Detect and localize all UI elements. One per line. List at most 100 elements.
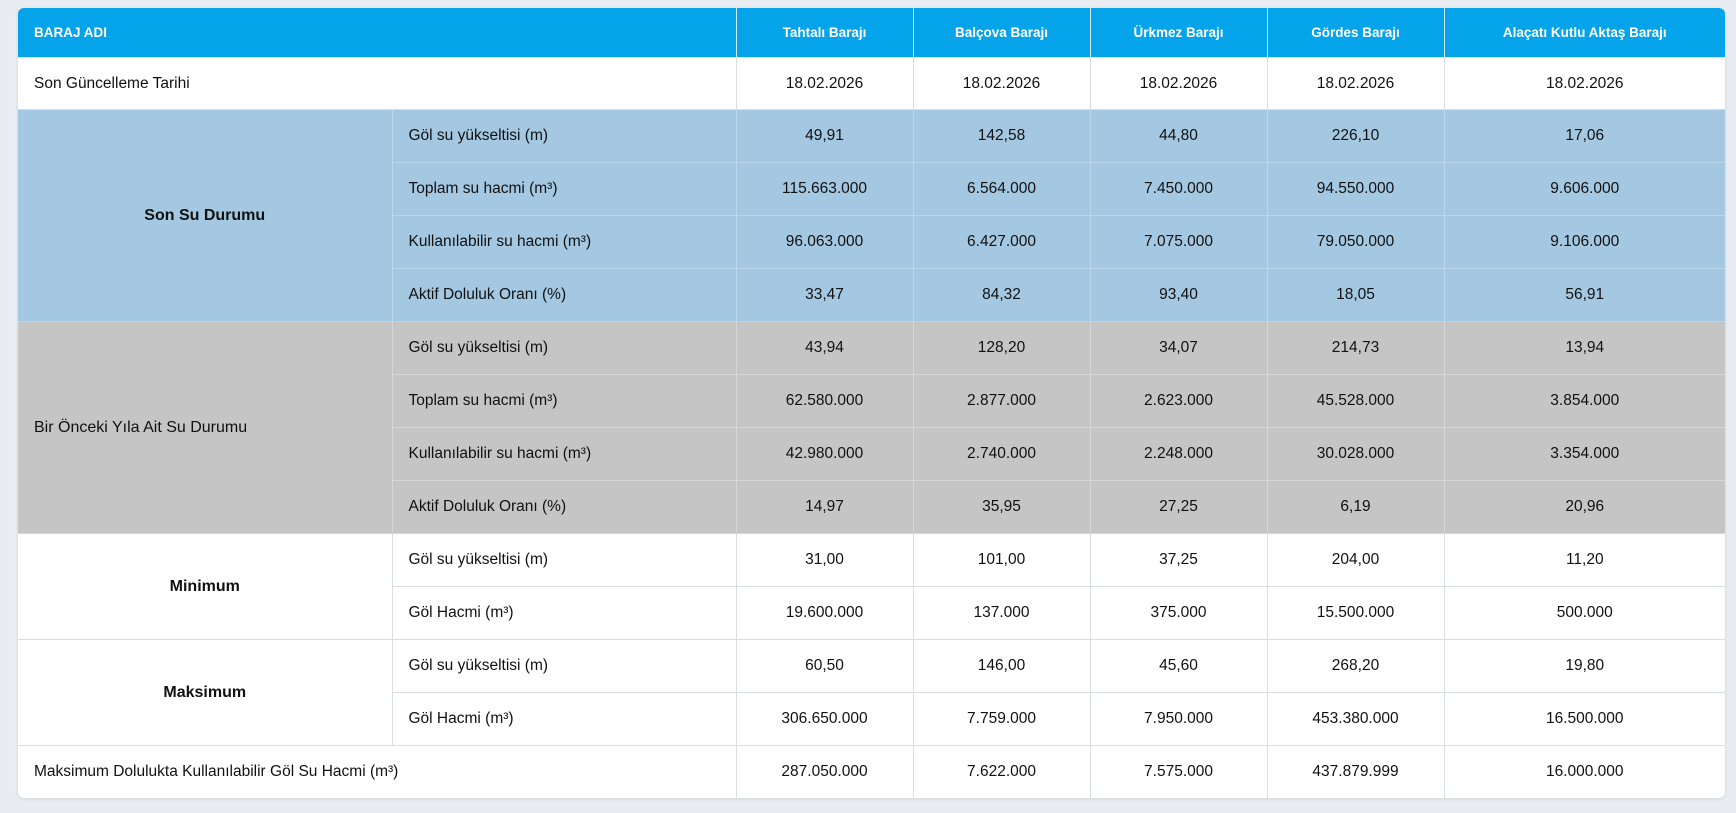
group-label-minimum: Minimum	[18, 533, 393, 640]
table-row: Son Su Durumu Göl su yükseltisi (m) 49,9…	[18, 109, 1725, 322]
cell-value: 204,00	[1266, 533, 1445, 587]
cell-value: 42.980.000	[735, 427, 914, 481]
cell-value: 453.380.000	[1266, 692, 1445, 746]
cell-value: 115.663.000	[735, 162, 914, 216]
header-dam-name: BARAJ ADI	[18, 8, 737, 58]
cell-value: 49,91	[735, 109, 914, 163]
header-dam-urkmez: Ürkmez Barajı	[1089, 8, 1268, 58]
cell-value: 34,07	[1089, 321, 1268, 375]
cell-value: 7.575.000	[1089, 745, 1268, 798]
table-row: Kullanılabilir su hacmi (m³) 42.980.000 …	[18, 427, 1725, 481]
cell-value: 93,40	[1089, 268, 1268, 322]
row-label: Kullanılabilir su hacmi (m³)	[392, 427, 737, 481]
header-dam-alacati: Alaçatı Kutlu Aktaş Barajı	[1443, 8, 1725, 58]
row-label: Göl su yükseltisi (m)	[391, 533, 737, 587]
row-label: Kullanılabilir su hacmi (m³)	[392, 215, 737, 269]
cell-value: 7.075.000	[1089, 215, 1268, 269]
table-row: Maksimum Göl su yükseltisi (m) 60,50 146…	[18, 639, 1725, 746]
row-label: Aktif Doluluk Oranı (%)	[392, 480, 737, 534]
cell-value: 437.879.999	[1266, 745, 1445, 798]
cell-value: 146,00	[912, 639, 1091, 693]
cell-value: 6.427.000	[912, 215, 1091, 269]
cell-value: 3.354.000	[1443, 427, 1725, 481]
cell-value: 17,06	[1443, 109, 1725, 163]
cell-value: 375.000	[1089, 586, 1268, 640]
cell-value: 7.622.000	[912, 745, 1091, 798]
cell-value: 128,20	[912, 321, 1091, 375]
row-label: Toplam su hacmi (m³)	[392, 162, 737, 216]
cell-value: 11,20	[1443, 533, 1725, 587]
cell-value: 30.028.000	[1266, 427, 1445, 481]
table-header-row: BARAJ ADI Tahtalı Barajı Balçova Barajı …	[18, 8, 1725, 58]
cell-value: 2.248.000	[1089, 427, 1268, 481]
row-label: Maksimum Dolulukta Kullanılabilir Göl Su…	[18, 745, 737, 798]
cell-value: 56,91	[1443, 268, 1725, 322]
group-label-previous: Bir Önceki Yıla Ait Su Durumu	[18, 321, 393, 534]
group-label-maximum: Maksimum	[18, 639, 393, 746]
cell-value: 19,80	[1443, 639, 1725, 693]
cell-value: 214,73	[1266, 321, 1445, 375]
cell-value: 20,96	[1443, 480, 1725, 534]
cell-value: 18.02.2026	[912, 57, 1091, 110]
row-label: Göl Hacmi (m³)	[392, 692, 737, 746]
cell-value: 7.759.000	[912, 692, 1091, 746]
cell-value: 37,25	[1089, 533, 1268, 587]
cell-value: 9.106.000	[1443, 215, 1725, 269]
row-label: Son Güncelleme Tarihi	[18, 57, 737, 110]
header-dam-balcova: Balçova Barajı	[912, 8, 1091, 58]
dam-status-table: BARAJ ADI Tahtalı Barajı Balçova Barajı …	[18, 8, 1725, 798]
cell-value: 9.606.000	[1443, 162, 1725, 216]
cell-value: 35,95	[912, 480, 1091, 534]
cell-value: 45.528.000	[1266, 374, 1445, 428]
cell-value: 13,94	[1443, 321, 1725, 375]
cell-value: 142,58	[912, 109, 1091, 163]
cell-value: 268,20	[1266, 639, 1445, 693]
cell-value: 27,25	[1089, 480, 1268, 534]
header-dam-gordes: Gördes Barajı	[1266, 8, 1445, 58]
cell-value: 62.580.000	[735, 374, 914, 428]
cell-value: 31,00	[735, 533, 914, 587]
cell-value: 7.950.000	[1089, 692, 1268, 746]
dam-table-card: BARAJ ADI Tahtalı Barajı Balçova Barajı …	[18, 8, 1725, 798]
cell-value: 79.050.000	[1266, 215, 1445, 269]
cell-value: 19.600.000	[735, 586, 914, 640]
cell-value: 18,05	[1266, 268, 1445, 322]
cell-value: 15.500.000	[1266, 586, 1445, 640]
cell-value: 306.650.000	[735, 692, 914, 746]
row-label: Aktif Doluluk Oranı (%)	[392, 268, 737, 322]
table-row: Minimum Göl su yükseltisi (m) 31,00 101,…	[18, 533, 1725, 640]
group-label-current: Son Su Durumu	[18, 109, 393, 322]
table-row: Toplam su hacmi (m³) 62.580.000 2.877.00…	[18, 374, 1725, 428]
cell-value: 2.877.000	[912, 374, 1091, 428]
cell-value: 96.063.000	[735, 215, 914, 269]
row-label: Göl su yükseltisi (m)	[391, 639, 737, 693]
max-usable-row: Maksimum Dolulukta Kullanılabilir Göl Su…	[18, 745, 1725, 798]
cell-value: 6,19	[1266, 480, 1445, 534]
cell-value: 60,50	[735, 639, 914, 693]
row-label: Göl su yükseltisi (m)	[391, 321, 737, 375]
cell-value: 84,32	[912, 268, 1091, 322]
cell-value: 14,97	[735, 480, 914, 534]
cell-value: 6.564.000	[912, 162, 1091, 216]
cell-value: 18.02.2026	[1443, 57, 1725, 110]
table-row: Bir Önceki Yıla Ait Su Durumu Göl su yük…	[18, 321, 1725, 534]
table-row: Aktif Doluluk Oranı (%) 14,97 35,95 27,2…	[18, 480, 1725, 534]
cell-value: 18.02.2026	[1089, 57, 1268, 110]
cell-value: 18.02.2026	[735, 57, 914, 110]
cell-value: 101,00	[912, 533, 1091, 587]
cell-value: 16.500.000	[1443, 692, 1725, 746]
cell-value: 2.623.000	[1089, 374, 1268, 428]
cell-value: 7.450.000	[1089, 162, 1268, 216]
cell-value: 18.02.2026	[1266, 57, 1445, 110]
header-dam-tahtali: Tahtalı Barajı	[735, 8, 914, 58]
cell-value: 500.000	[1443, 586, 1725, 640]
cell-value: 3.854.000	[1443, 374, 1725, 428]
table-row: Göl Hacmi (m³) 19.600.000 137.000 375.00…	[18, 586, 1725, 640]
row-label: Göl Hacmi (m³)	[392, 586, 737, 640]
cell-value: 226,10	[1266, 109, 1445, 163]
cell-value: 2.740.000	[912, 427, 1091, 481]
row-label: Toplam su hacmi (m³)	[392, 374, 737, 428]
cell-value: 44,80	[1089, 109, 1268, 163]
cell-value: 94.550.000	[1266, 162, 1445, 216]
cell-value: 33,47	[735, 268, 914, 322]
